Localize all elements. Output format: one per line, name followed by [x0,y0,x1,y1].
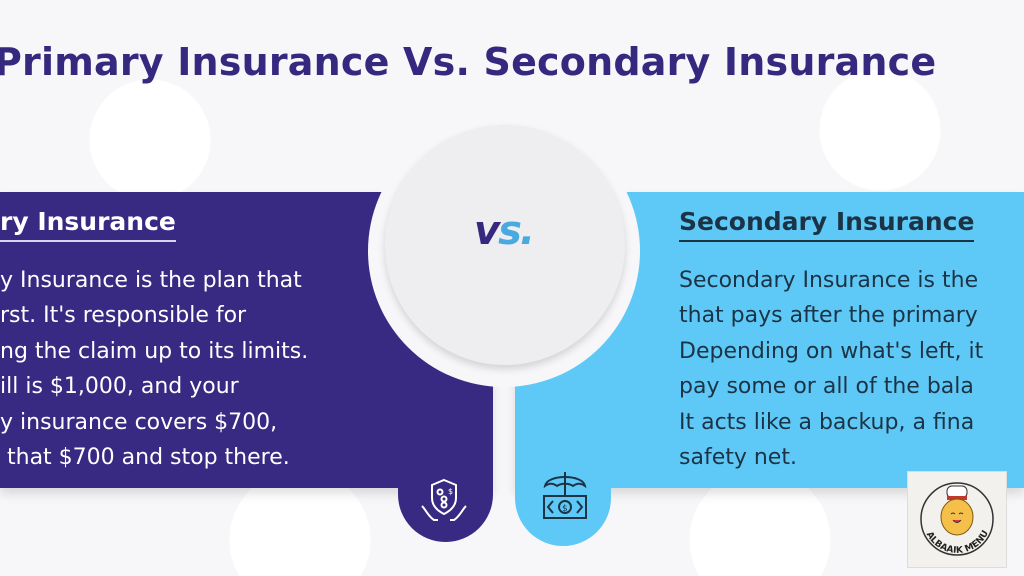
primary-line: y Insurance is the plan that [0,268,302,293]
page-title: Primary Insurance Vs. Secondary Insuranc… [0,40,937,84]
chef-chick-logo: ALBAAIK MENU [920,482,994,556]
secondary-icon-tab: $ [515,470,611,546]
primary-description: y Insurance is the plan that rst. It's r… [0,263,308,475]
secondary-description: Secondary Insurance is the that pays aft… [679,263,983,475]
primary-heading: ry Insurance [0,207,176,242]
secondary-line: Depending on what's left, it [679,338,984,364]
primary-line: rst. It's responsible for [0,303,247,329]
secondary-line: It acts like a backup, a fina [679,409,975,435]
primary-line: ng the claim up to its limits. [0,338,309,364]
vs-label: vs. [474,208,535,254]
secondary-line: Secondary Insurance is the [679,268,979,293]
primary-line: that $700 and stop there. [0,445,290,471]
vs-circle [385,125,625,365]
watermark-logo: ALBAAIK MENU [907,471,1007,568]
vs-s: s. [498,208,535,254]
secondary-line: safety net. [679,445,797,471]
primary-line: ill is $1,000, and your [0,374,239,400]
primary-line: y insurance covers $700, [0,409,278,435]
secondary-line: that pays after the primary [679,303,978,329]
vs-v: v [474,208,500,254]
umbrella-money-icon: $ [543,472,587,519]
svg-text:$: $ [562,504,568,514]
secondary-line: pay some or all of the bala [679,374,974,400]
secondary-heading: Secondary Insurance [679,207,975,242]
svg-text:$: $ [448,487,453,496]
hands-shield-money-icon: $ [421,478,467,521]
